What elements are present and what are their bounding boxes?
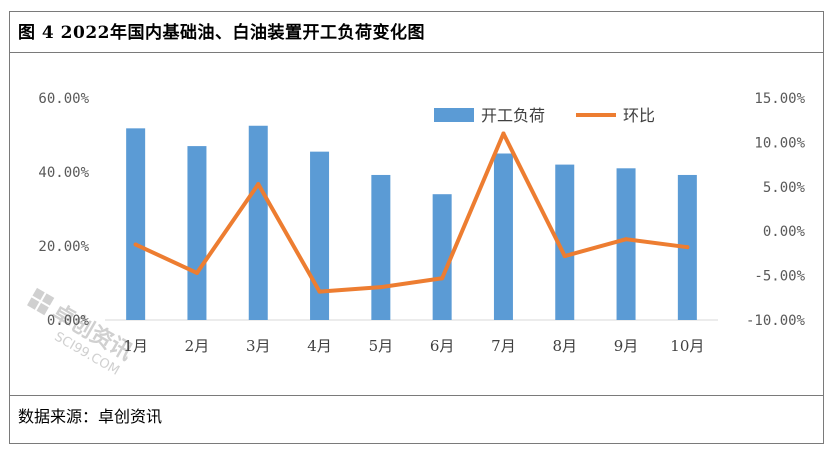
line-point	[378, 285, 383, 290]
line-point	[501, 131, 506, 136]
bar	[493, 153, 513, 320]
line-point	[194, 270, 199, 275]
x-tick-label: 1月	[123, 337, 148, 355]
y-right-tick-label: -10.00%	[746, 313, 806, 329]
figure-title: 图 4 2022年国内基础油、白油装置开工负荷变化图	[18, 23, 425, 43]
y-left-tick-label: 20.00%	[38, 239, 89, 255]
bar	[555, 164, 575, 320]
x-tick-label: 3月	[246, 337, 271, 355]
source-divider	[9, 395, 824, 396]
bar	[248, 125, 268, 320]
x-tick-label: 4月	[307, 337, 332, 355]
x-tick-label: 10月	[670, 337, 704, 355]
legend-swatch-bar	[434, 108, 474, 122]
x-tick-label: 7月	[491, 337, 516, 355]
legend-label-line: 环比	[623, 106, 655, 125]
line-point	[256, 182, 261, 187]
x-tick-label: 2月	[185, 337, 210, 355]
bar	[371, 174, 391, 320]
bar	[126, 128, 146, 320]
plot-area: 0.00% 20.00% 40.00% 60.00% -10.00% -5.00% 0.00…	[38, 91, 805, 355]
y-left-tick-label: 40.00%	[38, 165, 89, 181]
x-tick-label: 6月	[430, 337, 455, 355]
x-tick-label: 9月	[614, 337, 639, 355]
x-tick-label: 8月	[552, 337, 577, 355]
line-point	[133, 242, 138, 247]
legend: 开工负荷 环比	[434, 106, 655, 125]
source-note: 数据来源：卓创资讯	[18, 407, 163, 426]
watermark-logo-icon	[27, 287, 55, 316]
line-series	[133, 131, 690, 294]
y-right-tick-label: 15.00%	[754, 91, 805, 107]
line-point	[562, 254, 567, 259]
y-right-tick-label: 5.00%	[763, 180, 806, 196]
line-point	[624, 237, 629, 242]
line-point	[685, 245, 690, 250]
y-right-tick-label: 0.00%	[763, 224, 806, 240]
bar	[187, 146, 207, 320]
y-left-tick-label: 0.00%	[47, 313, 90, 329]
bar	[616, 168, 636, 320]
bar	[432, 194, 452, 320]
line-point	[317, 289, 322, 294]
y-right-tick-label: 10.00%	[754, 135, 805, 151]
x-tick-label: 5月	[369, 337, 394, 355]
y-right-tick-label: -5.00%	[754, 269, 805, 285]
watermark: 卓创资讯 SCI99.COM	[27, 287, 136, 379]
bar	[310, 151, 330, 320]
y-left-tick-label: 60.00%	[38, 91, 89, 107]
figure-frame	[9, 11, 824, 444]
line-point	[440, 276, 445, 281]
legend-label-bar: 开工负荷	[481, 106, 545, 125]
title-divider	[9, 52, 824, 53]
